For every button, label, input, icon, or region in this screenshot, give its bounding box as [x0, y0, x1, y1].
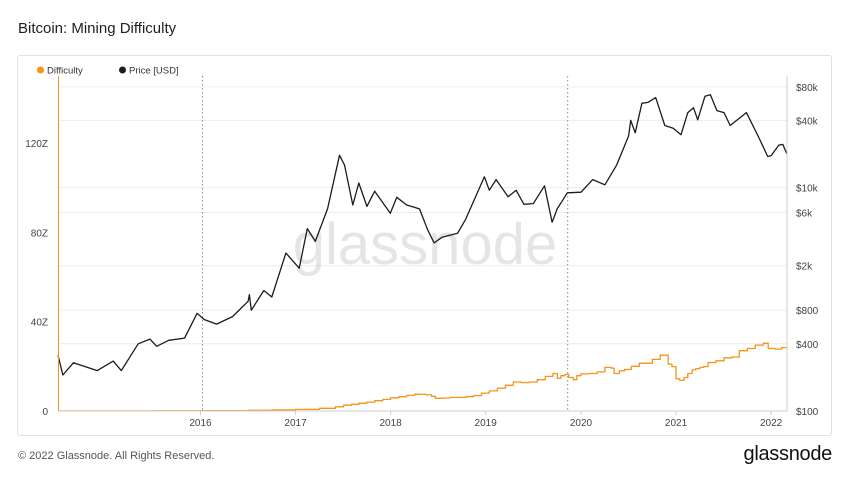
series [57, 76, 788, 412]
copyright-text: © 2022 Glassnode. All Rights Reserved. [18, 450, 215, 462]
x-tick-label: 2019 [475, 418, 498, 429]
x-tick-label: 2016 [189, 418, 212, 429]
y-right-tick-label: $800 [796, 306, 819, 317]
page-title: Bitcoin: Mining Difficulty [18, 20, 177, 37]
y-right-tick-label: $100 [796, 407, 819, 418]
y-right-tick-label: $2k [796, 262, 813, 273]
chart-card [17, 55, 832, 436]
x-tick-label: 2020 [570, 418, 593, 429]
x-tick-label: 2021 [665, 418, 688, 429]
y-right-tick-label: $6k [796, 208, 813, 219]
x-tick-label: 2018 [379, 418, 402, 429]
glassnode-logo: glassnode [743, 443, 833, 465]
y-left-tick-label: 40Z [31, 318, 48, 329]
legend-label: Difficulty [47, 66, 83, 77]
legend-dot [119, 66, 126, 74]
y-right-tick-label: $80k [796, 83, 819, 94]
y-right-tick-label: $40k [796, 116, 819, 127]
legend-label: Price [USD] [129, 66, 179, 77]
x-tick-label: 2022 [760, 418, 783, 429]
grid [58, 86, 787, 412]
y-left-tick-label: 0 [42, 407, 48, 418]
series-line-difficulty [58, 342, 787, 412]
y-left-tick-label: 80Z [31, 228, 48, 239]
series-line-price-usd [57, 94, 788, 376]
legend: Difficulty Price [USD] [37, 66, 179, 77]
y-right-tick-label: $400 [796, 340, 819, 351]
y-right-tick-label: $10k [796, 184, 819, 195]
axes: 0 40Z 80Z 120Z $100 $400 $800 $2k $6k $10k $40k $80… [25, 76, 819, 429]
y-left-tick-label: 120Z [25, 139, 48, 150]
x-tick-label: 2017 [284, 418, 307, 429]
legend-dot [37, 66, 44, 74]
